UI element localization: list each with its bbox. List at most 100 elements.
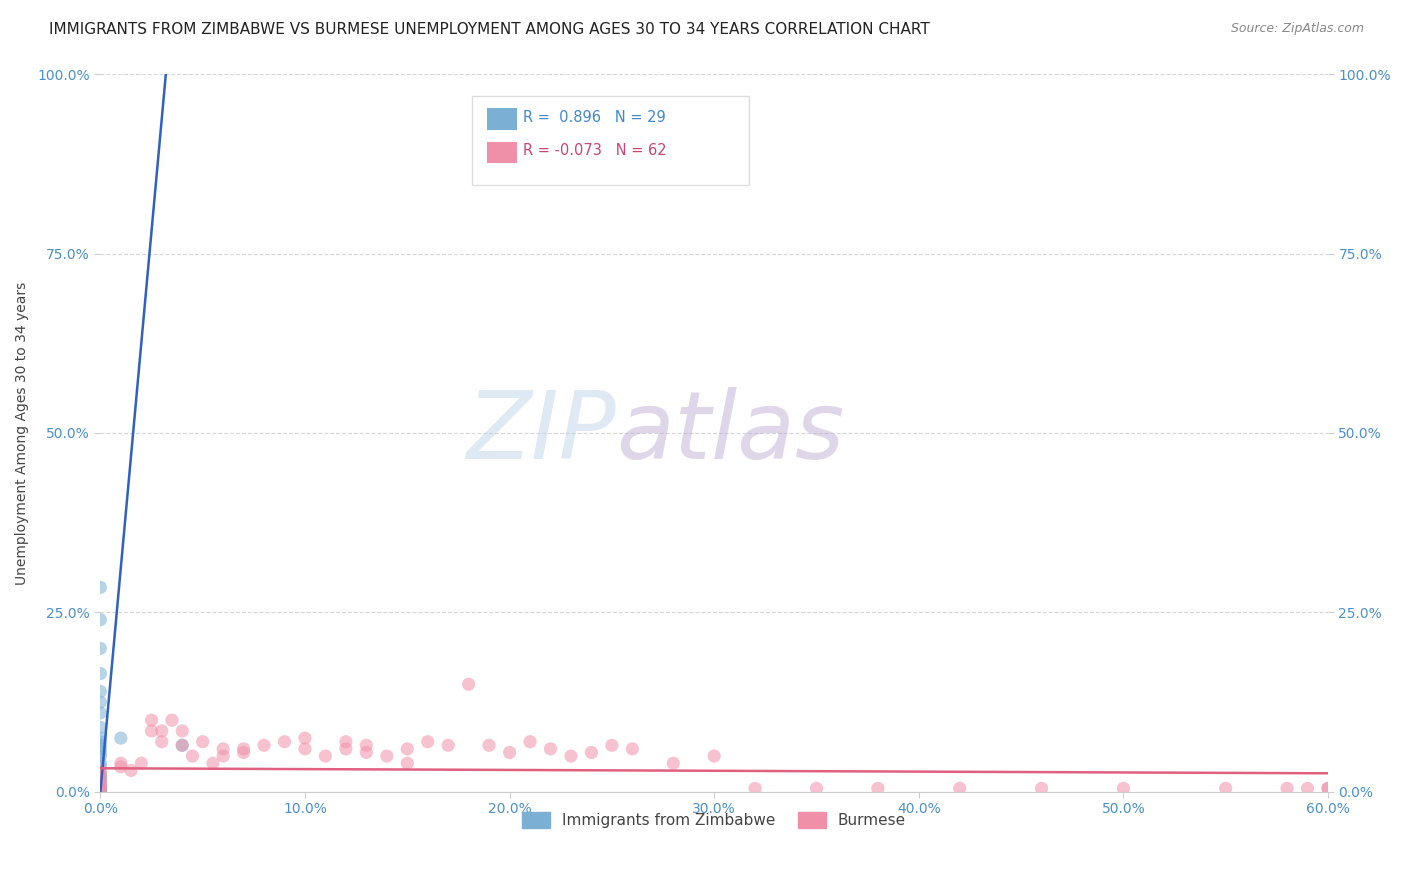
Point xyxy=(89,742,111,756)
Point xyxy=(744,781,766,796)
Point xyxy=(160,713,183,727)
Point xyxy=(141,723,163,738)
Point xyxy=(141,713,163,727)
Point xyxy=(273,735,295,749)
Point xyxy=(1316,781,1339,796)
Point xyxy=(89,760,111,774)
Point xyxy=(600,739,623,753)
Point xyxy=(89,771,111,785)
Text: atlas: atlas xyxy=(616,387,844,478)
Point xyxy=(89,782,111,797)
Point xyxy=(949,781,972,796)
Point xyxy=(89,767,111,781)
Point xyxy=(191,735,214,749)
Point xyxy=(540,742,562,756)
Point xyxy=(89,778,111,792)
Point xyxy=(89,785,111,799)
Point xyxy=(1215,781,1237,796)
Point xyxy=(478,739,501,753)
Point xyxy=(89,756,111,771)
Point xyxy=(89,764,111,778)
Point xyxy=(806,781,828,796)
Point xyxy=(110,760,132,774)
Point xyxy=(89,666,111,681)
Point xyxy=(89,580,111,594)
Point xyxy=(375,749,398,764)
Point xyxy=(110,731,132,745)
Point xyxy=(89,613,111,627)
Point xyxy=(335,735,357,749)
Point xyxy=(1296,781,1319,796)
Point xyxy=(201,756,224,771)
Point xyxy=(89,720,111,734)
Legend: Immigrants from Zimbabwe, Burmese: Immigrants from Zimbabwe, Burmese xyxy=(516,806,912,835)
Point xyxy=(498,746,520,760)
Point xyxy=(89,739,111,753)
Point xyxy=(396,756,419,771)
Point xyxy=(1275,781,1298,796)
FancyBboxPatch shape xyxy=(472,95,748,186)
Point xyxy=(89,746,111,760)
Point xyxy=(89,767,111,781)
Point xyxy=(89,785,111,799)
Point xyxy=(172,723,194,738)
Point xyxy=(172,739,194,753)
Text: R = -0.073   N = 62: R = -0.073 N = 62 xyxy=(523,144,666,159)
FancyBboxPatch shape xyxy=(486,109,516,130)
Point xyxy=(120,764,142,778)
Point xyxy=(89,781,111,796)
Point xyxy=(89,781,111,796)
Point xyxy=(212,749,235,764)
Point xyxy=(89,695,111,709)
FancyBboxPatch shape xyxy=(486,142,516,163)
Point xyxy=(89,641,111,656)
Text: Source: ZipAtlas.com: Source: ZipAtlas.com xyxy=(1230,22,1364,36)
Point xyxy=(150,723,173,738)
Point xyxy=(232,742,254,756)
Point xyxy=(560,749,582,764)
Point xyxy=(662,756,685,771)
Point xyxy=(335,742,357,756)
Text: R =  0.896   N = 29: R = 0.896 N = 29 xyxy=(523,111,665,125)
Point xyxy=(356,746,378,760)
Point xyxy=(89,774,111,789)
Point xyxy=(866,781,889,796)
Text: IMMIGRANTS FROM ZIMBABWE VS BURMESE UNEMPLOYMENT AMONG AGES 30 TO 34 YEARS CORRE: IMMIGRANTS FROM ZIMBABWE VS BURMESE UNEM… xyxy=(49,22,929,37)
Point xyxy=(314,749,336,764)
Point xyxy=(110,756,132,771)
Point xyxy=(89,749,111,764)
Point xyxy=(703,749,725,764)
Point xyxy=(437,739,460,753)
Point xyxy=(89,774,111,789)
Point xyxy=(89,784,111,798)
Point xyxy=(89,731,111,745)
Point xyxy=(212,742,235,756)
Point xyxy=(89,706,111,720)
Point xyxy=(621,742,644,756)
Point xyxy=(416,735,439,749)
Point xyxy=(581,746,603,760)
Point xyxy=(89,684,111,698)
Point xyxy=(294,742,316,756)
Point xyxy=(457,677,479,691)
Point xyxy=(294,731,316,745)
Point xyxy=(89,778,111,792)
Text: ZIP: ZIP xyxy=(467,387,616,478)
Point xyxy=(89,779,111,793)
Point xyxy=(519,735,541,749)
Point xyxy=(1031,781,1053,796)
Point xyxy=(172,739,194,753)
Point xyxy=(232,746,254,760)
Point xyxy=(89,771,111,785)
Point xyxy=(396,742,419,756)
Point xyxy=(150,735,173,749)
Point xyxy=(1112,781,1135,796)
Point xyxy=(89,785,111,799)
Point xyxy=(356,739,378,753)
Point xyxy=(89,781,111,796)
Point xyxy=(89,771,111,785)
Point xyxy=(1316,781,1339,796)
Point xyxy=(181,749,204,764)
Y-axis label: Unemployment Among Ages 30 to 34 years: Unemployment Among Ages 30 to 34 years xyxy=(15,281,30,584)
Point xyxy=(129,756,152,771)
